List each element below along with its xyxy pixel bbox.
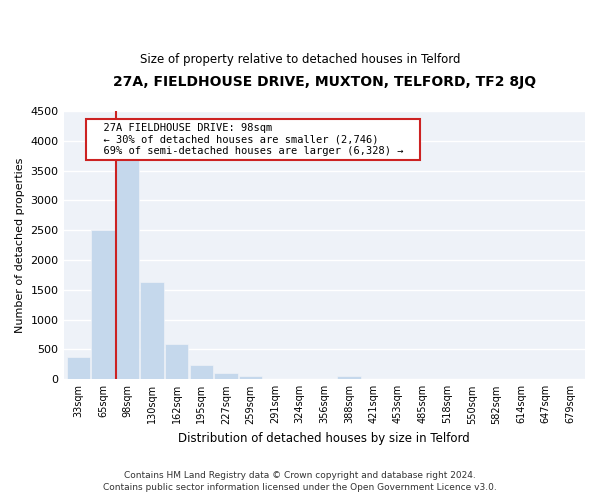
Bar: [140, 282, 164, 380]
Bar: [116, 158, 139, 380]
Bar: [190, 364, 213, 380]
Bar: [337, 376, 361, 380]
Text: Size of property relative to detached houses in Telford: Size of property relative to detached ho…: [140, 52, 460, 66]
Bar: [165, 344, 188, 380]
Text: Contains HM Land Registry data © Crown copyright and database right 2024.
Contai: Contains HM Land Registry data © Crown c…: [103, 471, 497, 492]
Bar: [91, 230, 115, 380]
Bar: [214, 374, 238, 380]
Text: 27A FIELDHOUSE DRIVE: 98sqm
  ← 30% of detached houses are smaller (2,746)
  69%: 27A FIELDHOUSE DRIVE: 98sqm ← 30% of det…: [91, 123, 416, 156]
Y-axis label: Number of detached properties: Number of detached properties: [15, 158, 25, 333]
X-axis label: Distribution of detached houses by size in Telford: Distribution of detached houses by size …: [178, 432, 470, 445]
Title: 27A, FIELDHOUSE DRIVE, MUXTON, TELFORD, TF2 8JQ: 27A, FIELDHOUSE DRIVE, MUXTON, TELFORD, …: [113, 75, 536, 89]
Bar: [239, 376, 262, 380]
Bar: [67, 356, 90, 380]
